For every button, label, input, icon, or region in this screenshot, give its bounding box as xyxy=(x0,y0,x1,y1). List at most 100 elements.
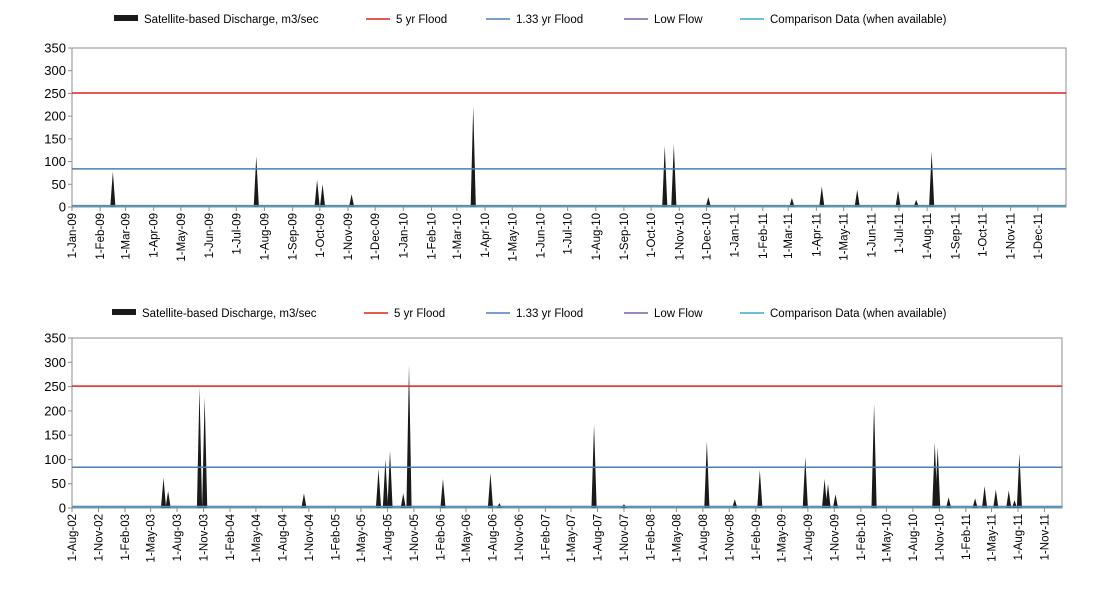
y-tick-label: 300 xyxy=(44,355,66,370)
x-tick-label: 1-Feb-10 xyxy=(856,514,868,561)
y-tick-label: 300 xyxy=(44,63,66,78)
discharge-spike xyxy=(854,189,860,207)
x-tick-label: 1-Aug-05 xyxy=(382,514,394,561)
x-tick-label: 1-Nov-02 xyxy=(93,514,105,561)
legend-label: 1.33 yr Flood xyxy=(516,14,583,26)
legend-label: Comparison Data (when available) xyxy=(770,308,947,320)
y-tick-label: 50 xyxy=(52,476,66,491)
y-tick-label: 0 xyxy=(59,200,66,215)
x-tick-label: 1-Jul-10 xyxy=(563,213,575,255)
discharge-spike xyxy=(400,493,406,508)
y-tick-label: 100 xyxy=(44,452,66,467)
x-tick-label: 1-Aug-09 xyxy=(259,213,271,260)
x-tick-label: 1-May-09 xyxy=(176,213,188,262)
x-tick-label: 1-Sep-10 xyxy=(619,213,631,260)
x-tick-label: 1-Feb-07 xyxy=(540,514,552,561)
legend-label: 5 yr Flood xyxy=(396,14,447,26)
x-tick-label: 1-Feb-08 xyxy=(645,514,657,561)
x-tick-label: 1-May-11 xyxy=(839,213,851,261)
discharge-spike xyxy=(671,144,677,207)
discharge-spike xyxy=(802,457,808,508)
discharge-spike xyxy=(591,424,597,508)
x-tick-label: 1-Feb-04 xyxy=(225,513,237,560)
y-tick-label: 150 xyxy=(44,131,66,146)
x-tick-label: 1-Aug-03 xyxy=(172,514,184,561)
discharge-spike xyxy=(832,494,839,508)
discharge-spike xyxy=(825,483,831,508)
x-tick-label: 1-Oct-10 xyxy=(646,213,658,258)
x-tick-label: 1-Aug-11 xyxy=(1013,514,1025,560)
x-tick-label: 1-Aug-06 xyxy=(487,514,499,561)
x-tick-label: 1-Nov-08 xyxy=(724,514,736,561)
x-tick-label: 1-Nov-09 xyxy=(343,213,355,260)
x-tick-label: 1-Aug-11 xyxy=(922,213,934,259)
legend-label: Satellite-based Discharge, m3/sec xyxy=(144,14,319,26)
discharge-spike xyxy=(406,364,412,508)
y-tick-label: 0 xyxy=(59,501,66,516)
legend-label: 1.33 yr Flood xyxy=(516,308,583,320)
x-tick-label: 1-Nov-05 xyxy=(409,514,421,561)
discharge-spike xyxy=(470,106,476,207)
x-tick-label: 1-Aug-07 xyxy=(593,514,605,561)
x-tick-label: 1-Feb-05 xyxy=(330,514,342,561)
x-tick-label: 1-Jan-09 xyxy=(67,213,79,258)
legend-label: Comparison Data (when available) xyxy=(770,14,947,26)
x-tick-label: 1-Jun-09 xyxy=(204,213,216,258)
y-tick-label: 250 xyxy=(44,86,66,101)
x-tick-label: 1-Jul-11 xyxy=(894,213,906,254)
discharge-spike xyxy=(487,473,494,508)
legend-label: 5 yr Flood xyxy=(394,308,445,320)
discharge-spike xyxy=(946,497,952,508)
discharge-spike xyxy=(993,489,999,508)
discharge-spike xyxy=(821,478,828,508)
x-tick-label: 1-Nov-03 xyxy=(199,514,211,561)
discharge-spike xyxy=(202,397,208,508)
discharge-spike xyxy=(301,493,307,508)
x-tick-label: 1-Apr-09 xyxy=(149,213,161,258)
x-tick-label: 1-May-07 xyxy=(566,514,578,563)
x-tick-label: 1-May-11 xyxy=(986,514,998,562)
y-tick-label: 200 xyxy=(44,109,66,124)
x-tick-label: 1-Jan-10 xyxy=(398,213,410,258)
x-tick-label: 1-Aug-09 xyxy=(803,514,815,561)
discharge-spike xyxy=(895,190,901,207)
x-tick-label: 1-Dec-10 xyxy=(702,213,714,260)
x-tick-label: 1-May-03 xyxy=(146,514,158,563)
x-tick-label: 1-Nov-11 xyxy=(1006,213,1018,259)
discharge-spike xyxy=(165,491,171,508)
x-tick-label: 1-Mar-10 xyxy=(452,213,464,260)
x-tick-label: 1-Dec-11 xyxy=(1033,213,1045,259)
x-tick-label: 1-Oct-09 xyxy=(315,213,327,258)
x-tick-label: 1-Apr-11 xyxy=(811,213,823,257)
chart-2: Satellite-based Discharge, m3/sec 5 yr Fl… xyxy=(44,308,1063,563)
y-tick-label: 350 xyxy=(44,41,66,56)
x-tick-label: 1-Feb-11 xyxy=(961,514,973,560)
discharge-spike xyxy=(935,447,941,508)
x-tick-label: 1-Feb-10 xyxy=(426,213,438,260)
x-tick-label: 1-Jan-11 xyxy=(730,213,742,258)
discharge-spike xyxy=(387,450,393,508)
discharge-spike xyxy=(160,477,167,508)
x-tick-label: 1-Nov-07 xyxy=(619,514,631,561)
x-tick-label: 1-Oct-11 xyxy=(977,213,989,257)
discharge-spike xyxy=(196,387,203,508)
y-tick-label: 350 xyxy=(44,331,66,346)
x-tick-label: 1-Feb-03 xyxy=(120,514,132,561)
y-tick-label: 250 xyxy=(44,379,66,394)
discharge-spike xyxy=(972,498,978,508)
x-tick-label: 1-Feb-09 xyxy=(751,514,763,561)
x-tick-label: 1-Feb-09 xyxy=(95,213,107,260)
x-tick-label: 1-Aug-10 xyxy=(908,514,920,561)
x-tick-label: 1-Nov-06 xyxy=(514,514,526,561)
x-tick-label: 1-Nov-10 xyxy=(674,213,686,260)
x-tick-label: 1-May-10 xyxy=(881,514,893,563)
x-tick-label: 1-May-05 xyxy=(356,514,368,563)
x-tick-label: 1-Aug-10 xyxy=(591,213,603,260)
discharge-spike xyxy=(319,184,326,207)
y-tick-label: 50 xyxy=(52,177,66,192)
x-tick-label: 1-Dec-09 xyxy=(370,213,382,260)
x-tick-label: 1-May-10 xyxy=(507,213,519,262)
legend-label: Low Flow xyxy=(654,308,703,320)
x-tick-label: 1-Feb-06 xyxy=(435,514,447,561)
discharge-spike xyxy=(382,459,389,508)
